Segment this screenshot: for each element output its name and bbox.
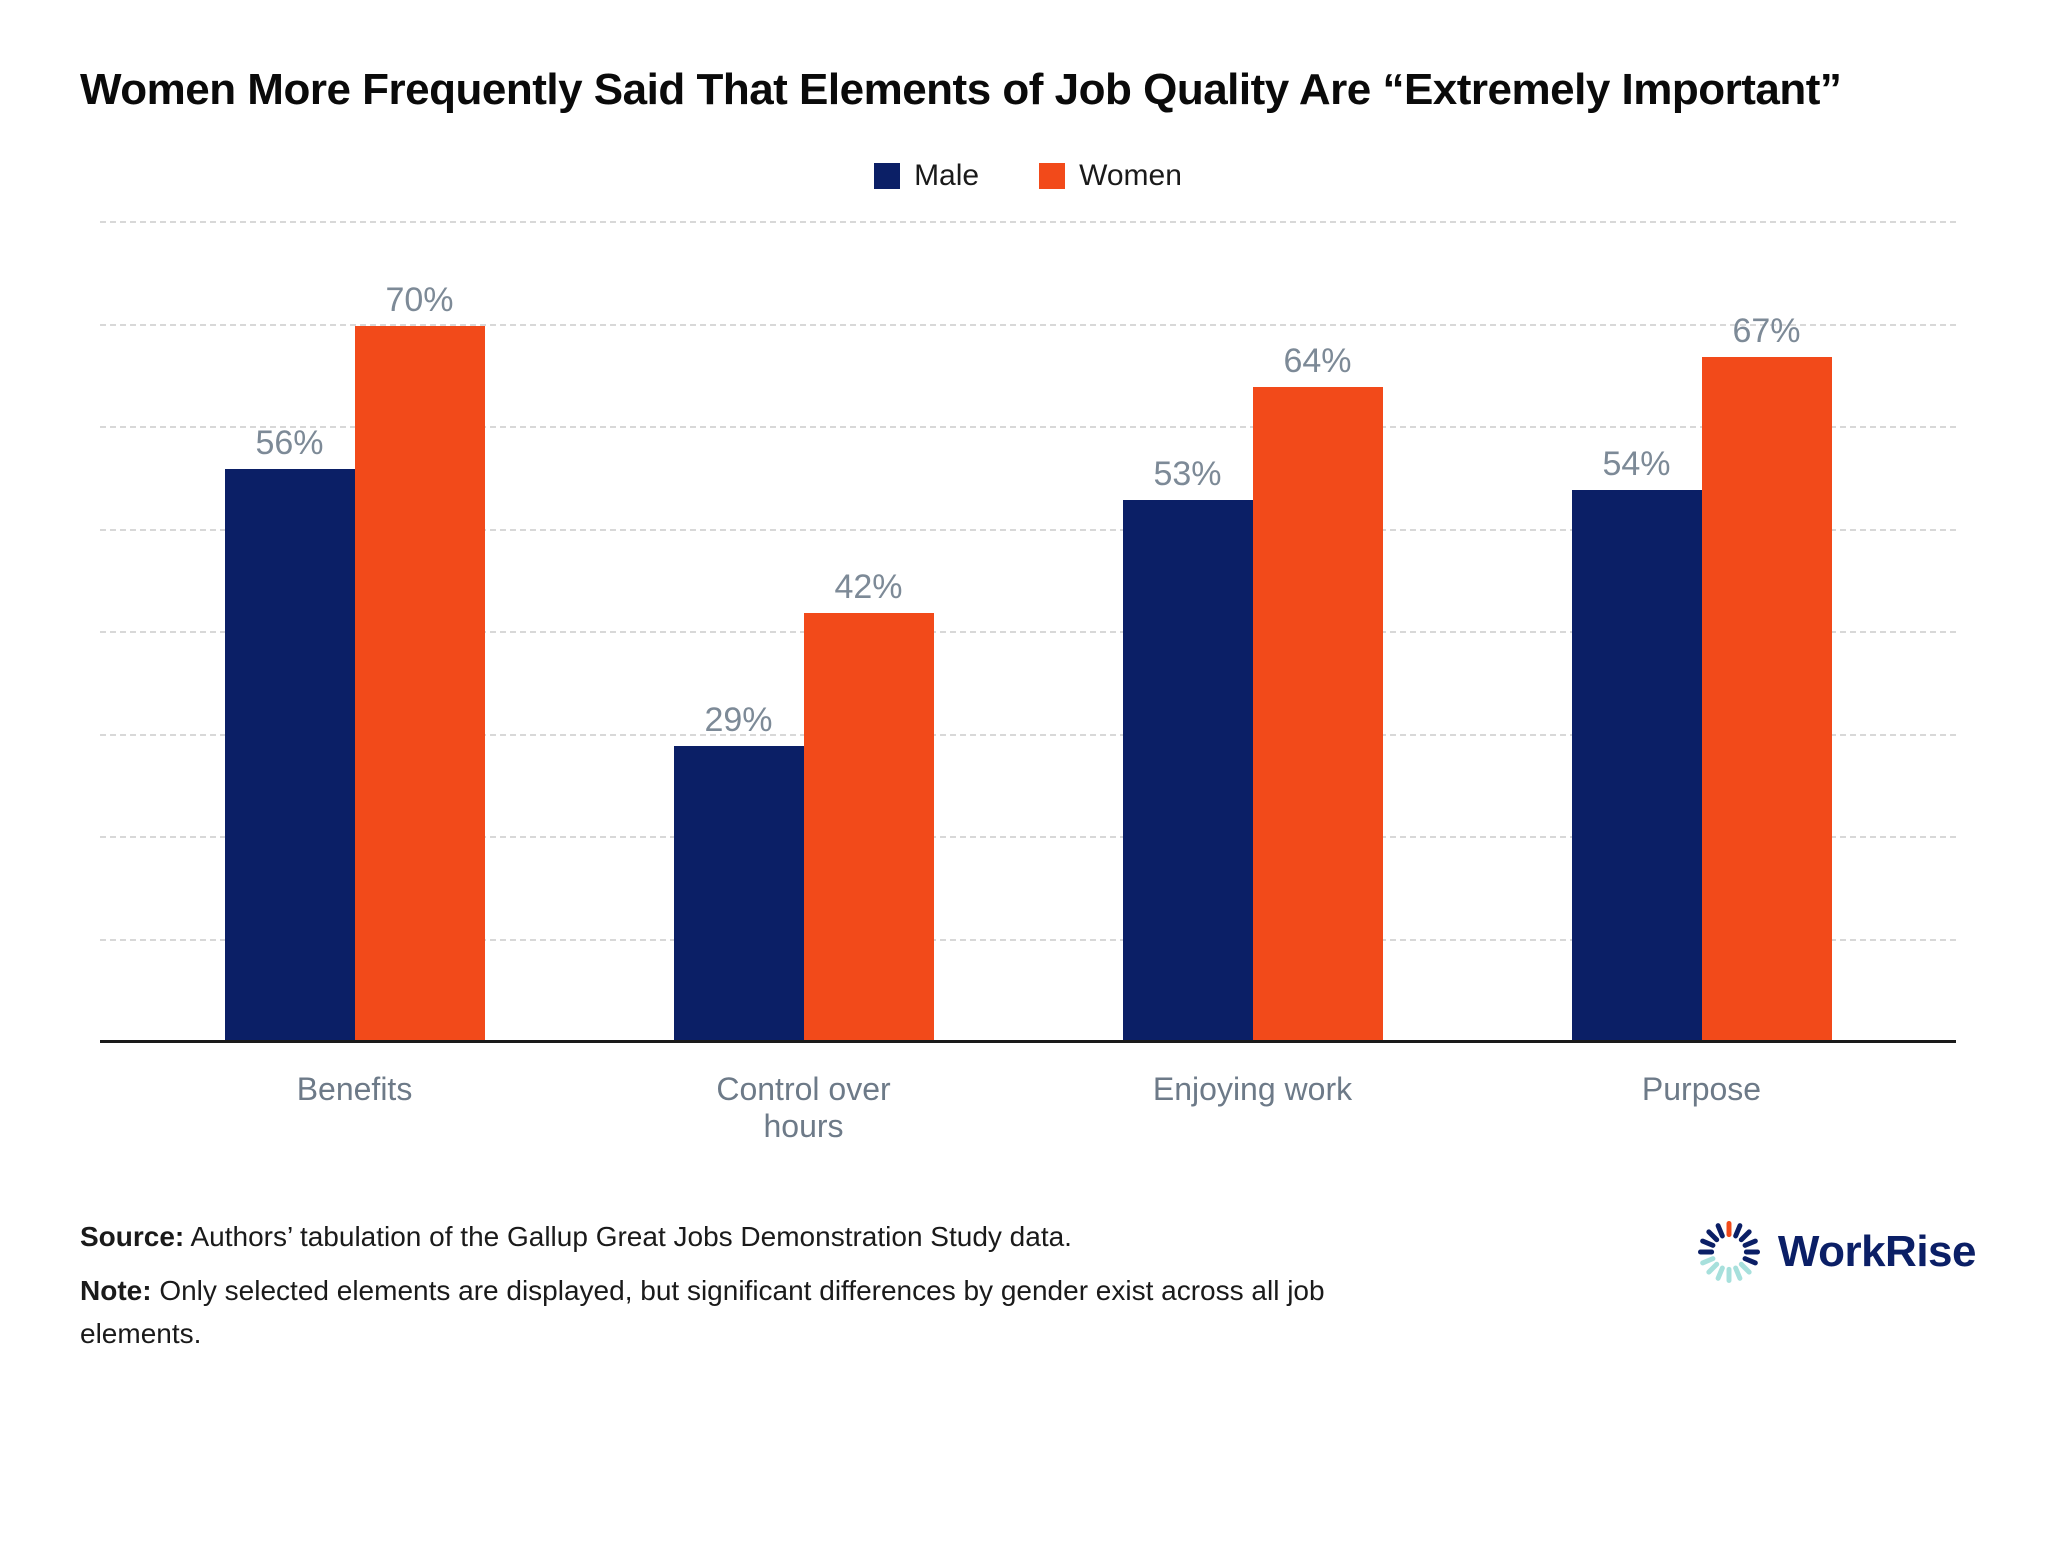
- workrise-logo: WorkRise: [1698, 1215, 1976, 1283]
- bar-value-label: 53%: [1153, 455, 1221, 494]
- legend-item-male: Male: [874, 159, 979, 193]
- source-text: Authors’ tabulation of the Gallup Great …: [190, 1221, 1071, 1252]
- footer: Source: Authors’ tabulation of the Gallu…: [80, 1215, 1976, 1365]
- workrise-logo-text: WorkRise: [1778, 1227, 1976, 1277]
- legend-swatch-male: [874, 163, 900, 189]
- x-axis-label: Purpose: [1572, 1071, 1832, 1145]
- bar-value-label: 42%: [834, 568, 902, 607]
- bar-group: 53% 64%: [1123, 342, 1383, 1043]
- x-axis-label: Control over hours: [674, 1071, 934, 1145]
- bar: [1702, 357, 1832, 1044]
- bar-value-label: 67%: [1732, 312, 1800, 351]
- legend-swatch-women: [1039, 163, 1065, 189]
- legend-label-women: Women: [1079, 159, 1182, 193]
- bar-column: 53%: [1123, 455, 1253, 1043]
- bar-group: 29% 42%: [674, 568, 934, 1044]
- footer-notes: Source: Authors’ tabulation of the Gallu…: [80, 1215, 1380, 1365]
- bar-value-label: 54%: [1602, 445, 1670, 484]
- bar: [355, 326, 485, 1044]
- bar-column: 29%: [674, 701, 804, 1043]
- bar-column: 56%: [225, 424, 355, 1043]
- x-axis-labels: Benefits Control over hours Enjoying work P…: [100, 1071, 1956, 1145]
- source-label: Source:: [80, 1221, 184, 1252]
- chart-title: Women More Frequently Said That Elements…: [80, 60, 1976, 119]
- bar-column: 70%: [355, 281, 485, 1044]
- x-axis-line: [100, 1040, 1956, 1043]
- note-text: Only selected elements are displayed, bu…: [80, 1275, 1325, 1349]
- bar-column: 42%: [804, 568, 934, 1044]
- bar-value-label: 64%: [1283, 342, 1351, 381]
- legend: Male Women: [80, 159, 1976, 193]
- x-axis-label: Benefits: [225, 1071, 485, 1145]
- bar-value-label: 70%: [385, 281, 453, 320]
- note-label: Note:: [80, 1275, 152, 1306]
- bar: [674, 746, 804, 1043]
- bar: [1253, 387, 1383, 1043]
- bar-value-label: 56%: [255, 424, 323, 463]
- workrise-logo-icon: [1698, 1221, 1760, 1283]
- bar-column: 64%: [1253, 342, 1383, 1043]
- legend-item-women: Women: [1039, 159, 1182, 193]
- bars-container: 56% 70% 29% 42% 53% 64% 54% 67%: [100, 223, 1956, 1043]
- bar-column: 54%: [1572, 445, 1702, 1044]
- bar: [1572, 490, 1702, 1044]
- bar: [804, 613, 934, 1044]
- bar-group: 56% 70%: [225, 281, 485, 1044]
- bar: [225, 469, 355, 1043]
- bar-group: 54% 67%: [1572, 312, 1832, 1044]
- bar: [1123, 500, 1253, 1043]
- chart-plot-area: 56% 70% 29% 42% 53% 64% 54% 67%: [100, 223, 1956, 1043]
- x-axis-label: Enjoying work: [1123, 1071, 1383, 1145]
- bar-value-label: 29%: [704, 701, 772, 740]
- legend-label-male: Male: [914, 159, 979, 193]
- bar-column: 67%: [1702, 312, 1832, 1044]
